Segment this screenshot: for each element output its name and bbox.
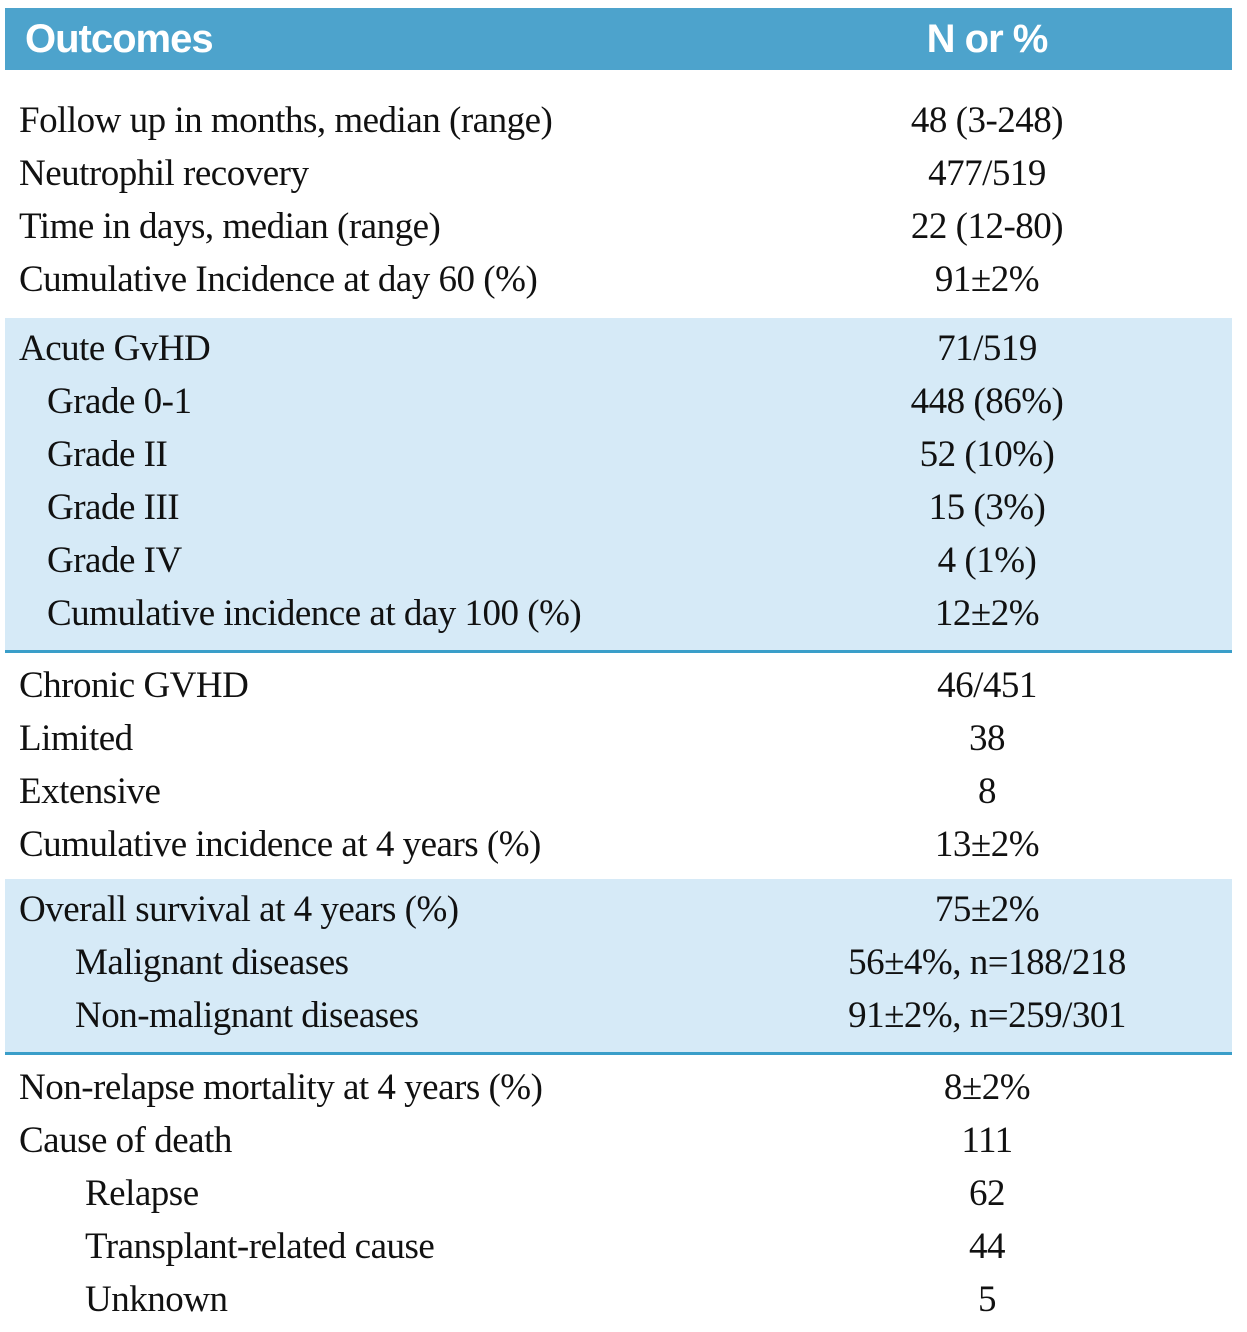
row-value: 22 (12-80) bbox=[910, 206, 1064, 247]
table-row: Transplant-related cause 44 bbox=[5, 1220, 1232, 1273]
row-value: 91±2%, n=259/301 bbox=[848, 995, 1126, 1036]
table-row: Unknown 5 bbox=[5, 1273, 1232, 1326]
table-row: Neutrophil recovery 477/519 bbox=[5, 147, 1232, 200]
table-section: Follow up in months, median (range) 48 (3… bbox=[5, 70, 1232, 318]
row-value: 75±2% bbox=[934, 889, 1040, 930]
table-row: Cumulative incidence at day 100 (%) 12±2% bbox=[5, 587, 1232, 640]
table-row: Non-relapse mortality at 4 years (%) 8±2% bbox=[5, 1061, 1232, 1114]
table-row: Follow up in months, median (range) 48 (3… bbox=[5, 94, 1232, 147]
column-header-n-or-percent: N or % bbox=[926, 16, 1049, 61]
row-value: 38 bbox=[969, 718, 1006, 759]
table-row: Chronic GVHD 46/451 bbox=[5, 659, 1232, 712]
table-section: Overall survival at 4 years (%) 75±2% Mali… bbox=[5, 879, 1232, 1055]
row-label: Transplant-related cause bbox=[85, 1226, 435, 1267]
table-row: Non-malignant diseases 91±2%, n=259/301 bbox=[5, 989, 1232, 1042]
row-label: Grade IV bbox=[47, 540, 182, 581]
row-label: Non-malignant diseases bbox=[75, 995, 419, 1036]
table-row: Malignant diseases 56±4%, n=188/218 bbox=[5, 936, 1232, 989]
row-value: 91±2% bbox=[934, 259, 1040, 300]
row-label: Relapse bbox=[85, 1173, 199, 1214]
table-row: Cumulative Incidence at day 60 (%) 91±2% bbox=[5, 253, 1232, 306]
table-row: Grade 0-1 448 (86%) bbox=[5, 375, 1232, 428]
table-row: Acute GvHD 71/519 bbox=[5, 322, 1232, 375]
row-value: 56±4%, n=188/218 bbox=[848, 942, 1126, 983]
row-value: 477/519 bbox=[928, 153, 1046, 194]
table-row: Grade IV 4 (1%) bbox=[5, 534, 1232, 587]
row-value: 71/519 bbox=[937, 328, 1037, 369]
row-label: Time in days, median (range) bbox=[19, 206, 441, 247]
row-value: 44 bbox=[969, 1226, 1006, 1267]
row-label: Extensive bbox=[19, 771, 161, 812]
table-row: Grade II 52 (10%) bbox=[5, 428, 1232, 481]
table-row: Limited 38 bbox=[5, 712, 1232, 765]
row-value: 13±2% bbox=[934, 824, 1040, 865]
table-section: Acute GvHD 71/519 Grade 0-1 448 (86%) Grade … bbox=[5, 318, 1232, 653]
row-label: Grade II bbox=[47, 434, 168, 475]
row-label: Cumulative Incidence at day 60 (%) bbox=[19, 259, 538, 300]
row-label: Cause of death bbox=[19, 1120, 232, 1161]
table-row: Cause of death 111 bbox=[5, 1114, 1232, 1167]
row-label: Overall survival at 4 years (%) bbox=[19, 889, 459, 930]
row-value: 15 (3%) bbox=[928, 487, 1046, 528]
table-body: Follow up in months, median (range) 48 (3… bbox=[5, 70, 1232, 1332]
row-value: 52 (10%) bbox=[919, 434, 1055, 475]
row-value: 48 (3-248) bbox=[910, 100, 1064, 141]
table-row: Relapse 62 bbox=[5, 1167, 1232, 1220]
row-label: Follow up in months, median (range) bbox=[19, 100, 553, 141]
table-section: Non-relapse mortality at 4 years (%) 8±2%… bbox=[5, 1055, 1232, 1332]
row-value: 8 bbox=[978, 771, 997, 812]
row-label: Non-relapse mortality at 4 years (%) bbox=[19, 1067, 543, 1108]
row-value: 448 (86%) bbox=[910, 381, 1064, 422]
table-row: Time in days, median (range) 22 (12-80) bbox=[5, 200, 1232, 253]
row-value: 4 (1%) bbox=[937, 540, 1037, 581]
row-value: 5 bbox=[978, 1279, 997, 1320]
row-value: 46/451 bbox=[937, 665, 1037, 706]
table-row: Cumulative incidence at 4 years (%) 13±2% bbox=[5, 818, 1232, 871]
row-label: Acute GvHD bbox=[19, 328, 211, 369]
table-row: Extensive 8 bbox=[5, 765, 1232, 818]
row-label: Limited bbox=[19, 718, 133, 759]
row-label: Malignant diseases bbox=[75, 942, 349, 983]
row-label: Neutrophil recovery bbox=[19, 153, 309, 194]
row-label: Chronic GVHD bbox=[19, 665, 249, 706]
row-value: 62 bbox=[969, 1173, 1006, 1214]
row-value: 111 bbox=[961, 1120, 1013, 1161]
table-header-row: Outcomes N or % bbox=[5, 8, 1232, 70]
row-label: Cumulative incidence at 4 years (%) bbox=[19, 824, 541, 865]
outcomes-table: Outcomes N or % Follow up in months, med… bbox=[5, 8, 1232, 1332]
table-row: Overall survival at 4 years (%) 75±2% bbox=[5, 883, 1232, 936]
row-label: Grade 0-1 bbox=[47, 381, 192, 422]
row-label: Cumulative incidence at day 100 (%) bbox=[47, 593, 582, 634]
column-header-outcomes: Outcomes bbox=[25, 16, 214, 61]
table-section: Chronic GVHD 46/451 Limited 38 Extensive 8 Cum… bbox=[5, 653, 1232, 879]
table-row: Grade III 15 (3%) bbox=[5, 481, 1232, 534]
row-value: 12±2% bbox=[934, 593, 1040, 634]
row-value: 8±2% bbox=[943, 1067, 1031, 1108]
row-label: Unknown bbox=[85, 1279, 228, 1320]
row-label: Grade III bbox=[47, 487, 180, 528]
